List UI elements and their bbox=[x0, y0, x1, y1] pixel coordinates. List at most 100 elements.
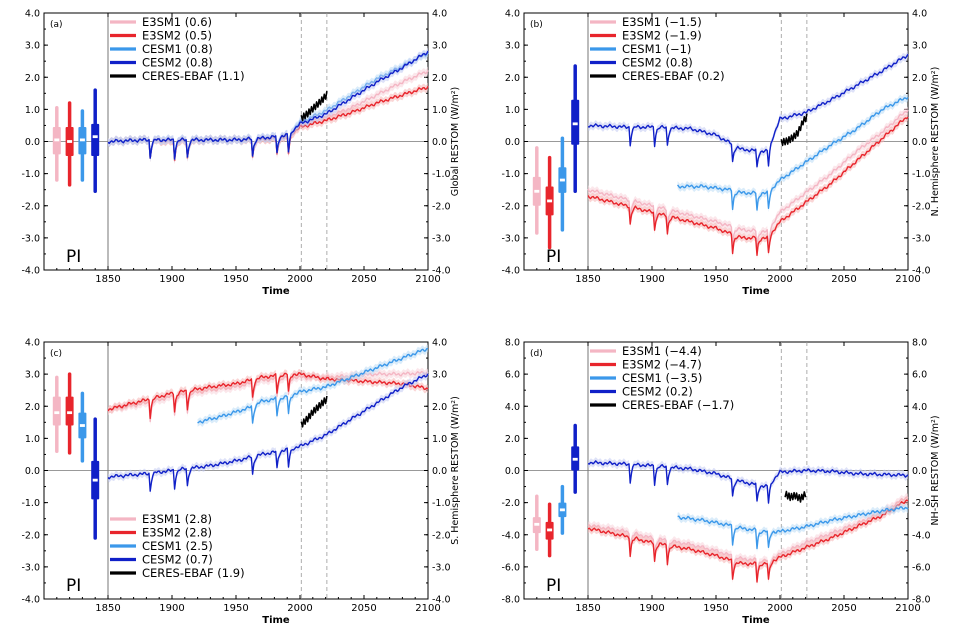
y-tick-label: -1.0 bbox=[21, 498, 40, 509]
panel-4: -8.0 -8.0 -6.0 -6.0 -4.0 -4.0 -2.0 -2.0 0.0 0.0 2.… bbox=[501, 338, 941, 627]
x-tick-label: 2050 bbox=[831, 274, 856, 285]
y-tick-label-right: -2.0 bbox=[912, 201, 931, 212]
y-tick-label-right: -2.0 bbox=[432, 201, 451, 212]
legend-label: E3SM2 (−1.9) bbox=[622, 29, 702, 43]
x-tick-label: 1900 bbox=[639, 603, 664, 614]
legend-label: E3SM1 (0.6) bbox=[142, 15, 212, 29]
y-tick-label-right: -8.0 bbox=[912, 595, 931, 606]
y-tick-label-right: -3.0 bbox=[432, 233, 451, 244]
y-tick-label: -2.0 bbox=[501, 201, 520, 212]
series-spread-cesm2 bbox=[108, 369, 428, 496]
y-tick-label-right: -1.0 bbox=[432, 498, 451, 509]
y-tick-label-right: 2.0 bbox=[432, 402, 447, 413]
y-tick-label-right: 3.0 bbox=[432, 370, 447, 381]
y-tick-label-right: 4.0 bbox=[912, 9, 927, 20]
x-tick-label: 2000 bbox=[767, 603, 792, 614]
y-tick-label: 3.0 bbox=[25, 370, 40, 381]
y-tick-label-right: -3.0 bbox=[912, 233, 931, 244]
series-line-e3sm2 bbox=[587, 499, 909, 583]
y-tick-label-right: 4.0 bbox=[912, 402, 927, 413]
y-tick-label-right: -4.0 bbox=[432, 595, 451, 606]
y-tick-label: -4.0 bbox=[501, 266, 520, 277]
y-tick-label: 3.0 bbox=[25, 41, 40, 52]
x-tick-label: 1850 bbox=[95, 274, 120, 285]
y-tick-label: -4.0 bbox=[21, 266, 40, 277]
x-tick-label: 2100 bbox=[895, 274, 920, 285]
y-tick-label: 2.0 bbox=[25, 73, 40, 84]
y-tick-label: 4.0 bbox=[505, 402, 520, 413]
y-tick-label: 8.0 bbox=[505, 338, 520, 349]
pi-label: PI bbox=[66, 576, 81, 596]
pi-box-median bbox=[79, 138, 85, 142]
legend-label: CESM1 (−1) bbox=[622, 42, 691, 56]
series-line-e3sm1 bbox=[107, 70, 429, 162]
x-tick-label: 1900 bbox=[159, 603, 184, 614]
y-tick-label: 0.0 bbox=[505, 137, 520, 148]
y-axis-label: S. Hemisphere RESTOM (W/m²) bbox=[450, 396, 461, 545]
y-tick-label-right: 0.0 bbox=[432, 137, 447, 148]
pi-box-median bbox=[534, 189, 540, 193]
panel-2: -4.0 -4.0 -3.0 -3.0 -2.0 -2.0 -1.0 -1.0 0.0 0.0 1.… bbox=[501, 9, 941, 298]
panel-1: -4.0 -4.0 -3.0 -3.0 -2.0 -2.0 -1.0 -1.0 0.0 0.0 1.… bbox=[21, 9, 461, 298]
series-line-ceres-ebaf bbox=[300, 90, 328, 122]
y-tick-label-right: 2.0 bbox=[432, 73, 447, 84]
series-spread-cesm2 bbox=[108, 47, 428, 163]
pi-box bbox=[65, 396, 74, 426]
legend-label: CESM1 (−3.5) bbox=[622, 371, 702, 385]
x-tick-label: 2100 bbox=[415, 274, 440, 285]
y-tick-label: 1.0 bbox=[505, 105, 520, 116]
y-tick-label: -2.0 bbox=[21, 530, 40, 541]
series-line-ceres-ebaf bbox=[784, 490, 807, 503]
y-axis-label: NH-SH RESTOM (W/m²) bbox=[930, 415, 941, 525]
x-tick-label: 2100 bbox=[415, 603, 440, 614]
x-tick-label: 2000 bbox=[287, 274, 312, 285]
x-tick-label: 1950 bbox=[703, 603, 728, 614]
y-tick-label: 2.0 bbox=[25, 402, 40, 413]
pi-label: PI bbox=[546, 247, 561, 267]
y-tick-label-right: 0.0 bbox=[912, 137, 927, 148]
x-axis-label: Time bbox=[742, 286, 770, 297]
x-tick-label: 1950 bbox=[703, 274, 728, 285]
pi-box-median bbox=[547, 199, 553, 203]
y-tick-label-right: 4.0 bbox=[432, 338, 447, 349]
y-tick-label-right: 1.0 bbox=[432, 105, 447, 116]
y-tick-label: 0.0 bbox=[505, 466, 520, 477]
y-tick-label: -4.0 bbox=[21, 595, 40, 606]
pi-label: PI bbox=[546, 576, 561, 596]
y-tick-label-right: -1.0 bbox=[432, 169, 451, 180]
series-spread-cesm1 bbox=[197, 344, 428, 427]
y-tick-label: -1.0 bbox=[501, 169, 520, 180]
pi-box-median bbox=[54, 411, 60, 415]
panel-3: -4.0 -4.0 -3.0 -3.0 -2.0 -2.0 -1.0 -1.0 0.0 0.0 1.… bbox=[21, 338, 461, 627]
x-tick-label: 2000 bbox=[767, 274, 792, 285]
y-tick-label-right: 2.0 bbox=[912, 73, 927, 84]
x-axis-label: Time bbox=[262, 615, 290, 626]
legend-label: CESM2 (0.8) bbox=[622, 56, 693, 70]
y-tick-label: 6.0 bbox=[505, 370, 520, 381]
y-tick-label-right: -4.0 bbox=[432, 266, 451, 277]
legend-label: CERES-EBAF (1.1) bbox=[142, 69, 245, 83]
x-tick-label: 2050 bbox=[351, 603, 376, 614]
panel-label: (d) bbox=[530, 349, 543, 359]
y-tick-label-right: 1.0 bbox=[432, 434, 447, 445]
y-tick-label: -2.0 bbox=[21, 201, 40, 212]
x-tick-label: 1850 bbox=[575, 274, 600, 285]
x-tick-label: 1900 bbox=[159, 274, 184, 285]
y-tick-label-right: 4.0 bbox=[432, 9, 447, 20]
y-tick-label-right: -3.0 bbox=[432, 562, 451, 573]
legend-label: CESM1 (0.8) bbox=[142, 42, 213, 56]
series-line-cesm2 bbox=[587, 53, 909, 168]
y-axis-label: Global RESTOM (W/m²) bbox=[450, 87, 461, 197]
legend-label: CESM2 (0.2) bbox=[622, 385, 693, 399]
pi-box-median bbox=[67, 411, 73, 415]
y-tick-label-right: 3.0 bbox=[912, 41, 927, 52]
legend-label: CERES-EBAF (−1.7) bbox=[622, 398, 734, 412]
series-line-cesm2 bbox=[107, 50, 429, 160]
y-tick-label-right: 1.0 bbox=[912, 105, 927, 116]
legend-label: E3SM1 (2.8) bbox=[142, 512, 212, 526]
panel-label: (c) bbox=[50, 349, 62, 359]
y-tick-label-right: 8.0 bbox=[912, 338, 927, 349]
legend-label: CESM1 (2.5) bbox=[142, 539, 213, 553]
y-tick-label-right: -2.0 bbox=[432, 530, 451, 541]
